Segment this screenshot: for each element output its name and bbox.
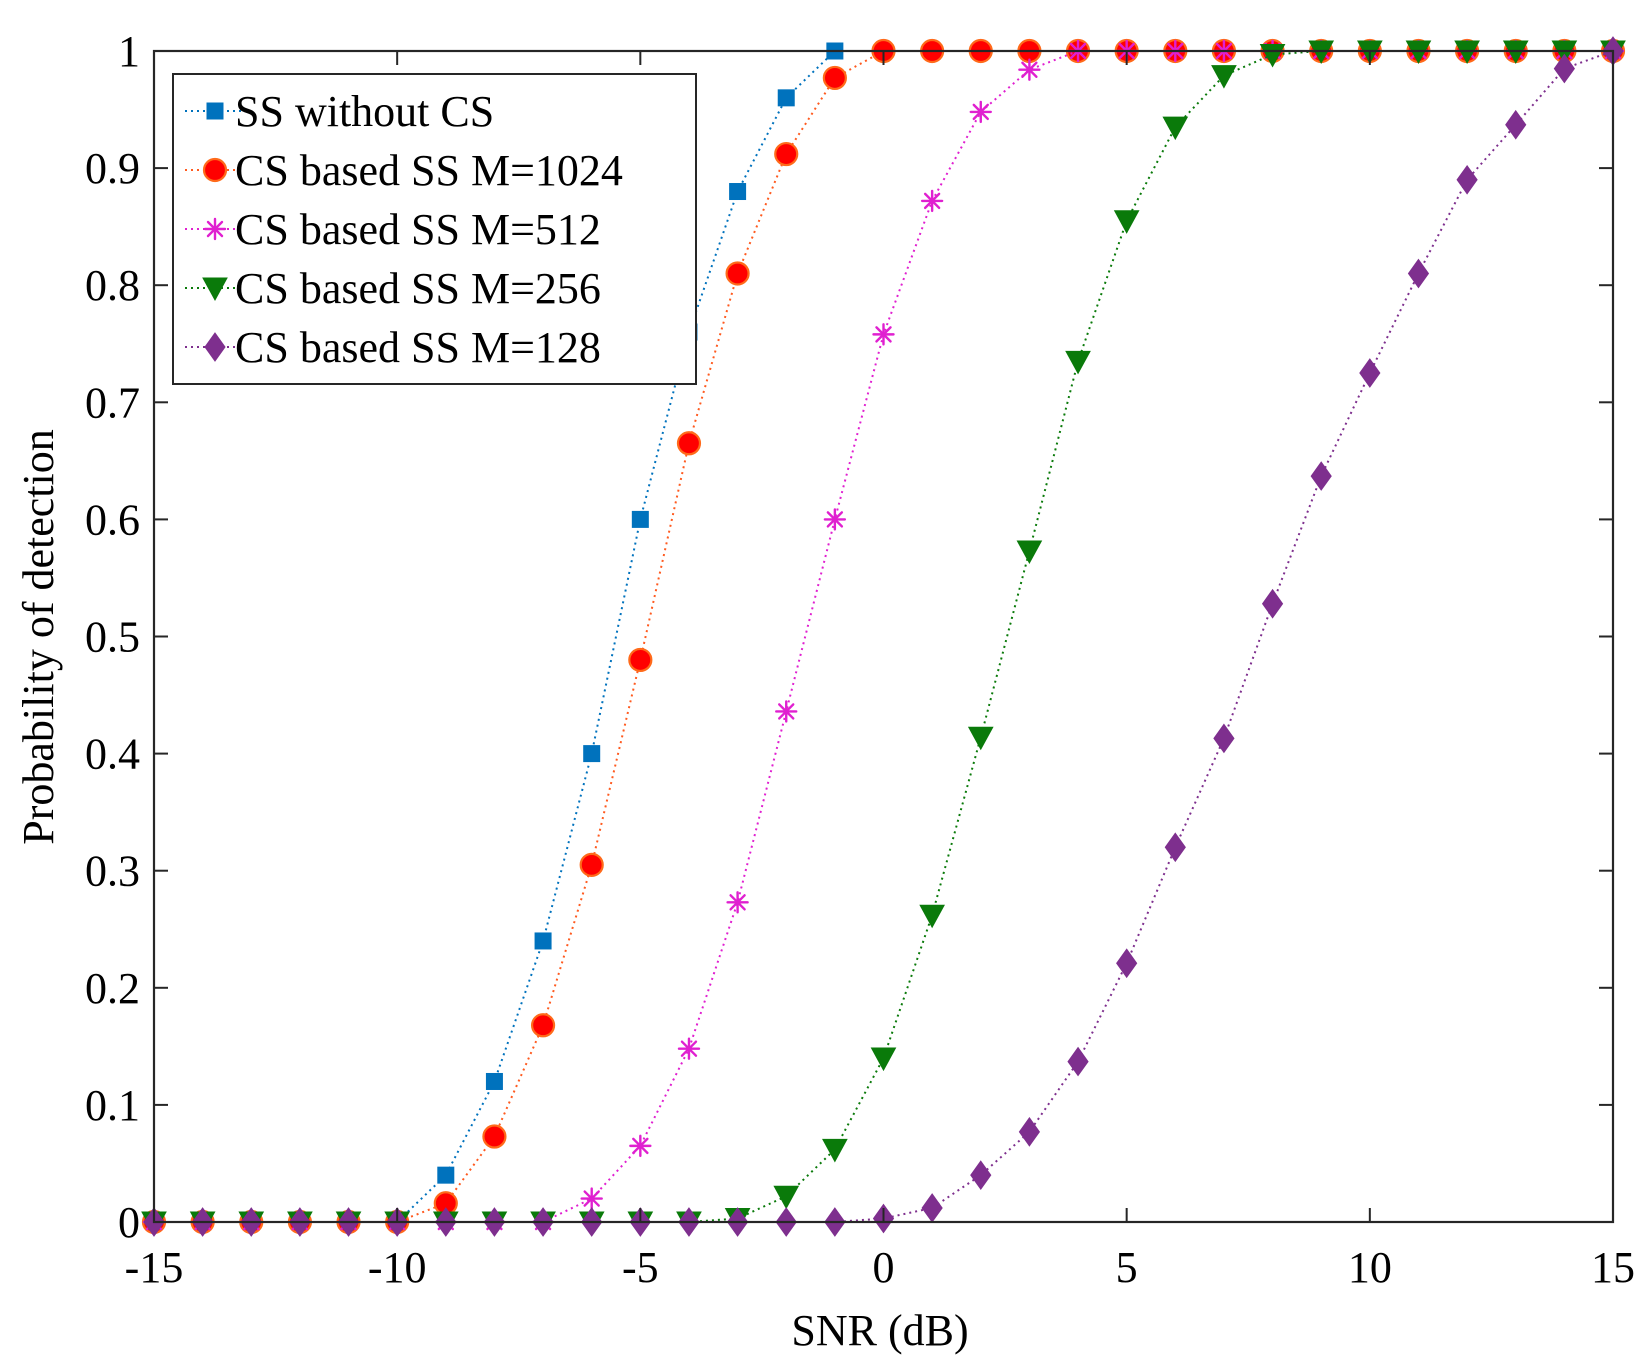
data-point <box>1116 948 1138 979</box>
data-point <box>1164 832 1186 863</box>
y-tick-label: 1 <box>118 27 140 76</box>
data-point <box>967 726 994 751</box>
data-point <box>534 932 552 950</box>
data-point <box>628 647 653 673</box>
legend-label: CS based SS M=1024 <box>235 146 623 195</box>
data-point <box>1359 358 1381 388</box>
data-point <box>1065 350 1091 375</box>
data-point <box>970 1160 992 1191</box>
legend-marker <box>204 332 226 362</box>
legend-item: CS based SS M=256 <box>185 264 601 313</box>
data-point <box>777 89 795 107</box>
data-point <box>870 1047 897 1072</box>
x-tick-label: 15 <box>1591 1243 1635 1292</box>
legend-marker <box>203 217 227 241</box>
data-point <box>482 1124 507 1149</box>
legend-label: CS based SS M=128 <box>235 323 601 372</box>
data-point <box>579 852 604 877</box>
y-tick-label: 0.1 <box>85 1081 140 1130</box>
data-point <box>631 510 649 528</box>
data-point <box>919 904 945 929</box>
data-point <box>774 141 799 167</box>
x-tick-label: 0 <box>873 1243 895 1292</box>
data-point <box>1113 210 1140 234</box>
data-point <box>773 1185 800 1210</box>
data-point <box>920 189 944 213</box>
data-point <box>1018 1116 1041 1147</box>
data-point <box>580 1187 603 1210</box>
legend-item: CS based SS M=128 <box>185 323 601 372</box>
y-tick-label: 0.2 <box>85 964 140 1013</box>
data-point <box>1407 258 1430 289</box>
data-point <box>775 700 798 723</box>
data-point <box>629 1134 652 1158</box>
y-tick-label: 0.3 <box>85 847 140 896</box>
data-point <box>676 431 702 456</box>
data-point <box>822 65 847 91</box>
axes: -15 -10 -5 0 5 10 15 0 0.1 0.2 0.3 0.4 0.5 0.6 0.7 0.8 0… <box>85 27 1635 1292</box>
y-axis-label: Probability of detection <box>14 429 63 844</box>
data-point <box>969 100 992 124</box>
data-point <box>485 1072 503 1090</box>
x-tick-label: -5 <box>622 1243 659 1292</box>
data-point <box>1505 109 1527 140</box>
y-tick-label: 0.6 <box>85 495 140 544</box>
y-tick-label: 0.8 <box>85 261 140 310</box>
x-tick-label: -10 <box>368 1243 427 1292</box>
y-tick-label: 0 <box>118 1198 140 1247</box>
legend: SS without CS CS based SS M=1024 CS based … <box>172 73 697 385</box>
legend-label: CS based SS M=512 <box>235 205 601 254</box>
x-axis-label: SNR (dB) <box>791 1306 968 1355</box>
x-tick-label: 10 <box>1348 1243 1392 1292</box>
legend-marker <box>202 157 228 183</box>
data-point <box>1211 65 1237 89</box>
y-tick-label: 0.4 <box>85 730 140 779</box>
legend-label: SS without CS <box>235 87 494 136</box>
y-tick-label: 0.7 <box>85 378 140 427</box>
data-point <box>726 891 749 914</box>
legend-label: CS based SS M=256 <box>235 264 601 313</box>
data-point <box>822 1138 848 1163</box>
data-point <box>872 323 895 346</box>
data-point <box>437 1166 455 1184</box>
data-point <box>583 745 601 763</box>
y-tick-label: 0.5 <box>85 613 140 662</box>
legend-item: CS based SS M=512 <box>185 205 601 254</box>
legend-item: CS based SS M=1024 <box>185 146 623 195</box>
data-point <box>725 261 750 286</box>
data-point <box>1261 588 1284 619</box>
data-point <box>1016 540 1043 565</box>
data-point <box>677 1037 701 1060</box>
legend-box <box>172 73 697 385</box>
y-tick-label: 0.9 <box>85 144 140 193</box>
x-tick-label: -15 <box>125 1243 184 1292</box>
legend-marker <box>206 102 224 120</box>
data-point <box>1067 1046 1089 1077</box>
data-point <box>1018 58 1041 81</box>
data-point <box>729 183 747 201</box>
data-point <box>530 1013 556 1038</box>
legend-marker <box>202 277 228 302</box>
data-point <box>1310 461 1332 491</box>
data-point <box>823 508 847 531</box>
data-point <box>1162 116 1189 141</box>
data-point <box>1553 53 1575 84</box>
legend-item: SS without CS <box>185 87 494 136</box>
data-point <box>1213 723 1235 754</box>
x-tick-label: 5 <box>1116 1243 1138 1292</box>
data-point <box>1456 164 1478 195</box>
